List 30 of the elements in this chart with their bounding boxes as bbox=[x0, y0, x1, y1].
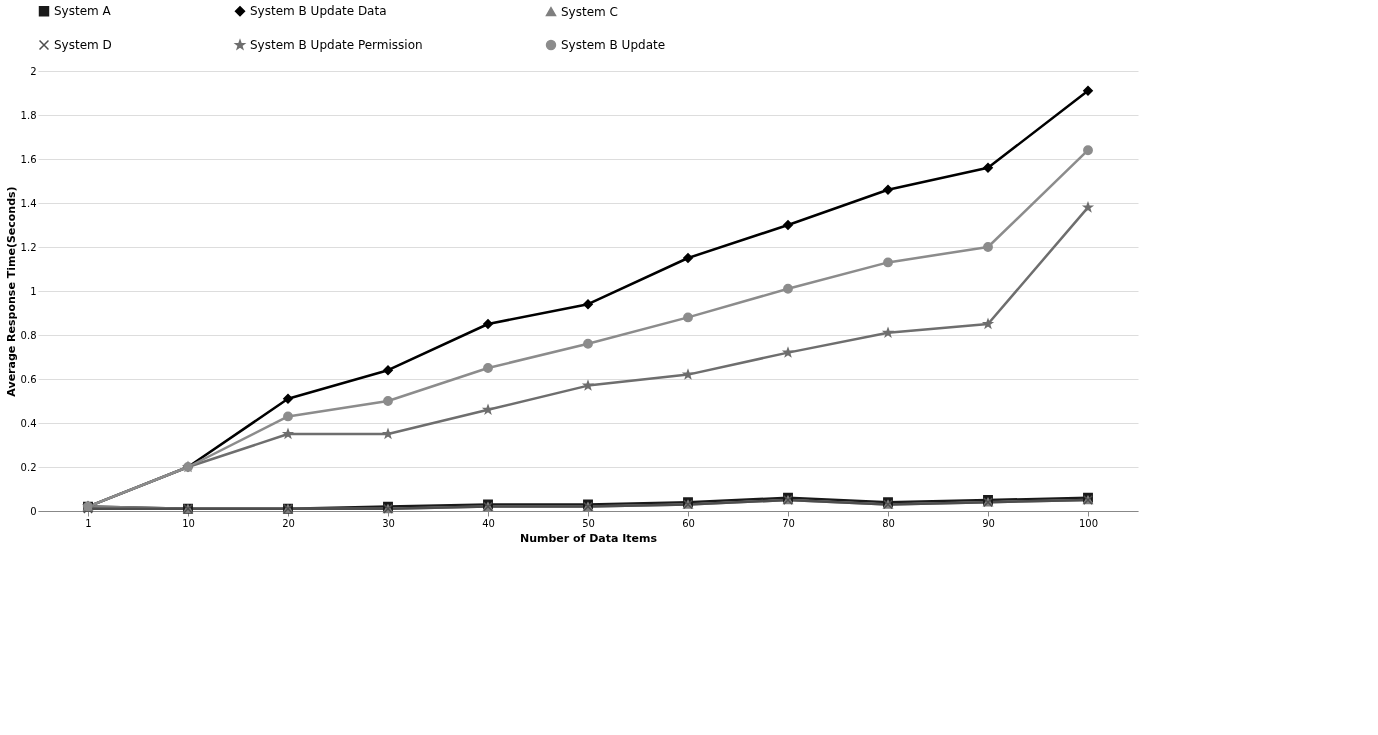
y-tick-label: 1 bbox=[30, 285, 37, 297]
x-tick-label: 20 bbox=[282, 517, 295, 529]
legend-label: System C bbox=[561, 4, 618, 19]
y-tick-label: 0.6 bbox=[20, 373, 37, 385]
y-tick-label: 0 bbox=[30, 505, 37, 517]
legend-label: System B Update Data bbox=[250, 4, 387, 19]
legend-label: System B Update Permission bbox=[250, 38, 423, 52]
x-tick-label: 100 bbox=[1078, 517, 1099, 529]
legend-label: System D bbox=[54, 38, 112, 52]
x-tick-label: 1 bbox=[85, 517, 92, 529]
x-tick-label: 40 bbox=[482, 517, 495, 529]
y-tick-label: 0.2 bbox=[20, 461, 37, 473]
legend-label: System B Update bbox=[561, 38, 666, 52]
x-axis-title: Number of Data Items bbox=[519, 531, 658, 545]
y-tick-label: 0.8 bbox=[20, 329, 37, 341]
y-tick-label: 1.8 bbox=[20, 109, 37, 121]
y-tick-label: 1.4 bbox=[20, 197, 37, 209]
y-tick-label: 1.2 bbox=[20, 241, 37, 253]
x-tick-label: 90 bbox=[982, 517, 995, 529]
y-tick-label: 0.4 bbox=[20, 417, 37, 429]
x-tick-label: 80 bbox=[882, 517, 895, 529]
legend-label: System A bbox=[54, 4, 112, 19]
y-tick-label: 1.6 bbox=[20, 153, 37, 165]
x-tick-label: 10 bbox=[182, 517, 195, 529]
x-tick-label: 50 bbox=[582, 517, 595, 529]
y-tick-label: 2 bbox=[30, 65, 37, 77]
x-tick-label: 60 bbox=[682, 517, 695, 529]
x-tick-label: 30 bbox=[382, 517, 395, 529]
y-axis-title: Average Response Time(Seconds) bbox=[4, 186, 18, 397]
x-tick-label: 70 bbox=[782, 517, 795, 529]
